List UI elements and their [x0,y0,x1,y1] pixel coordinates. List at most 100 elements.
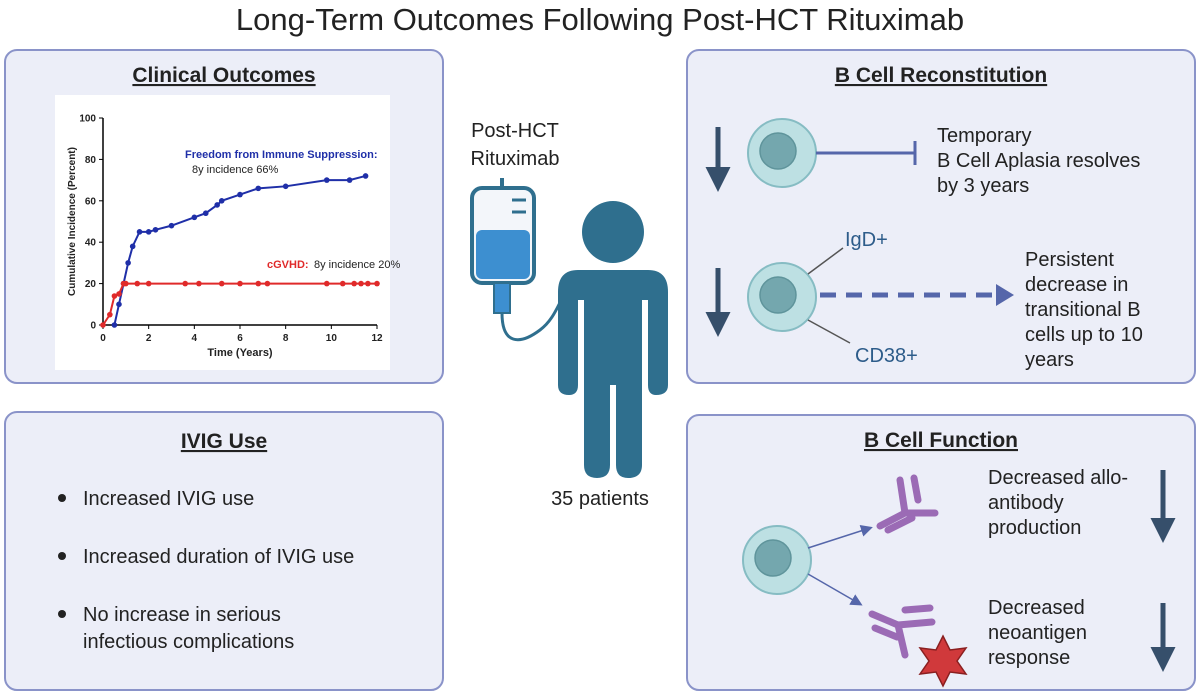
point [129,243,136,250]
list-item: Increased duration of IVIG use [83,546,354,568]
transitional-line: transitional B [1025,299,1141,321]
function-text: production [988,517,1081,539]
nucleus [759,132,797,170]
point [237,191,243,198]
heading: B Cell Reconstitution [835,64,1047,87]
y-tick-label: 100 [79,114,96,125]
nucleus [759,276,797,314]
function-text: neoantigen [988,622,1087,644]
point [351,280,357,287]
arrow [807,573,863,606]
point [374,280,380,287]
y-tick-label: 0 [90,321,96,332]
y-tick-label: 80 [85,155,97,166]
legend-name: cGVHD: [267,259,309,271]
center-label: Rituximab [471,148,560,170]
aplasia-text: B Cell Aplasia resolves [937,150,1140,172]
y-tick-label: 60 [85,196,97,207]
aplasia-text: Temporary [937,125,1031,147]
arrow-head [996,284,1014,306]
point [125,260,131,266]
aplasia-text: by 3 years [937,175,1029,197]
transitional-line: years [1025,349,1074,371]
iv-bag [470,178,576,342]
point [362,173,369,179]
heading: IVIG Use [181,430,267,453]
point [100,322,106,328]
arrow [807,525,873,549]
y-tick-label: 40 [85,238,97,249]
point [136,229,143,235]
point [218,280,225,287]
point [107,311,113,318]
transitional-line: cells up to 10 [1025,324,1143,346]
transitional-text: Persistent decrease in transitional B ce… [1025,249,1143,371]
x-tick-label: 8 [283,333,289,344]
point [339,280,346,287]
x-tick-label: 0 [100,333,106,344]
transitional-line: decrease in [1025,274,1128,296]
point [116,301,122,308]
legend-name: Freedom from Immune Suppression: [185,149,378,161]
point [182,280,188,287]
chart: 0 20 40 60 80 100 0 2 4 6 8 10 12 Time (Years) Cumulat… [67,114,400,360]
x-tick-label: 2 [146,333,152,344]
title: Long-Term Outcomes Following Post-HCT Ri… [236,2,964,37]
list-item: Increased IVIG use [83,488,254,510]
center-label: Post-HCT [471,120,559,142]
function-text: antibody [988,492,1064,514]
point [264,280,271,287]
point [196,280,202,287]
function-text: Decreased [988,597,1085,619]
antigen-star [918,634,968,688]
marker: IgD+ [845,229,888,251]
function-text: response [988,647,1070,669]
point [111,293,118,299]
legend-annotation: 8y incidence 20% [314,259,400,271]
point [346,177,353,183]
point [214,202,220,208]
y-axis-label: Cumulative Incidence (Percent) [67,147,78,296]
x-tick-label: 12 [371,333,383,344]
marker-line [807,319,851,344]
point [323,177,330,183]
point [191,214,198,221]
panel-ivig [4,411,444,691]
point [255,185,262,192]
point [145,229,152,235]
y-tick-label: 20 [85,279,97,290]
ivig-list: Increased IVIG use Increased duration of… [58,488,354,653]
point [255,280,262,287]
point [123,280,129,287]
point [218,198,225,204]
panel-function [686,414,1196,691]
list-item: infectious complications [83,631,294,653]
point [365,280,371,287]
point [202,210,209,217]
x-tick-label: 6 [237,333,243,344]
antibody [876,474,939,534]
point [237,280,243,287]
antibody [868,604,936,659]
list-item: No increase in serious [83,604,281,626]
marker-line [807,247,844,275]
chart-background [55,95,390,370]
x-tick-label: 10 [326,333,338,344]
point [145,280,152,287]
function-text: Decreased allo- [988,467,1128,489]
legend-annotation: 8y incidence 66% [192,164,278,176]
x-tick-label: 4 [192,333,198,344]
transitional-line: Persistent [1025,249,1114,271]
patients: 35 patients [551,488,649,510]
patient-figure [558,201,668,478]
x-axis-label: Time (Years) [207,347,273,359]
marker: CD38+ [855,345,918,367]
point [323,280,330,287]
heading: B Cell Function [864,429,1018,452]
point [111,322,118,328]
point [282,183,289,190]
point [134,280,141,287]
point [152,226,159,233]
point [168,222,175,229]
